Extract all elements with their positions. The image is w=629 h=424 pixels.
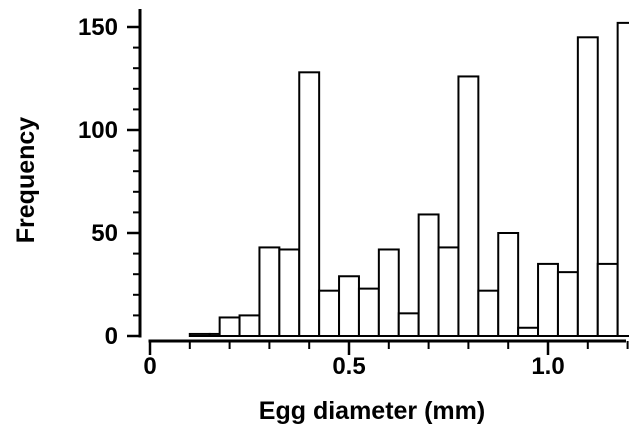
histogram-bar-2 xyxy=(218,316,241,337)
histogram-bar-19 xyxy=(556,271,579,338)
x-tick-label: 0 xyxy=(143,353,156,380)
histogram-bar-5 xyxy=(278,248,301,337)
y-axis-title: Frequency xyxy=(12,117,40,244)
x-tick-label: 1.0 xyxy=(531,353,564,380)
histogram-bar-4 xyxy=(258,246,281,337)
histogram-bar-21 xyxy=(596,262,619,337)
histogram-bar-22 xyxy=(616,21,629,337)
histogram-bar-3 xyxy=(238,314,261,337)
tick-labels: 00.51.01.5050100150 xyxy=(78,14,565,380)
histogram-bar-12 xyxy=(417,213,440,338)
histogram-bar-8 xyxy=(338,275,360,338)
histogram-bar-15 xyxy=(477,289,500,337)
histogram-bar-0 xyxy=(188,332,211,338)
histogram-bar-13 xyxy=(437,246,460,337)
histogram-bar-9 xyxy=(357,287,380,337)
x-tick-label: 0.5 xyxy=(332,353,365,380)
histogram-bar-11 xyxy=(397,312,420,337)
histogram-bar-20 xyxy=(576,36,599,338)
histogram-bar-10 xyxy=(377,248,400,337)
histogram-bar-7 xyxy=(318,289,341,337)
y-tick-label: 50 xyxy=(91,220,118,247)
histogram-bars xyxy=(188,21,629,338)
y-tick-label: 100 xyxy=(78,117,118,144)
y-tick-label: 0 xyxy=(105,323,118,350)
histogram-bar-14 xyxy=(457,75,480,337)
x-axis-title: Egg diameter (mm) xyxy=(259,397,485,424)
y-tick-label: 150 xyxy=(78,14,118,41)
histogram-bar-16 xyxy=(497,232,520,337)
histogram-bar-18 xyxy=(537,262,559,337)
histogram-bar-6 xyxy=(298,71,321,337)
histogram-bar-17 xyxy=(517,326,540,338)
